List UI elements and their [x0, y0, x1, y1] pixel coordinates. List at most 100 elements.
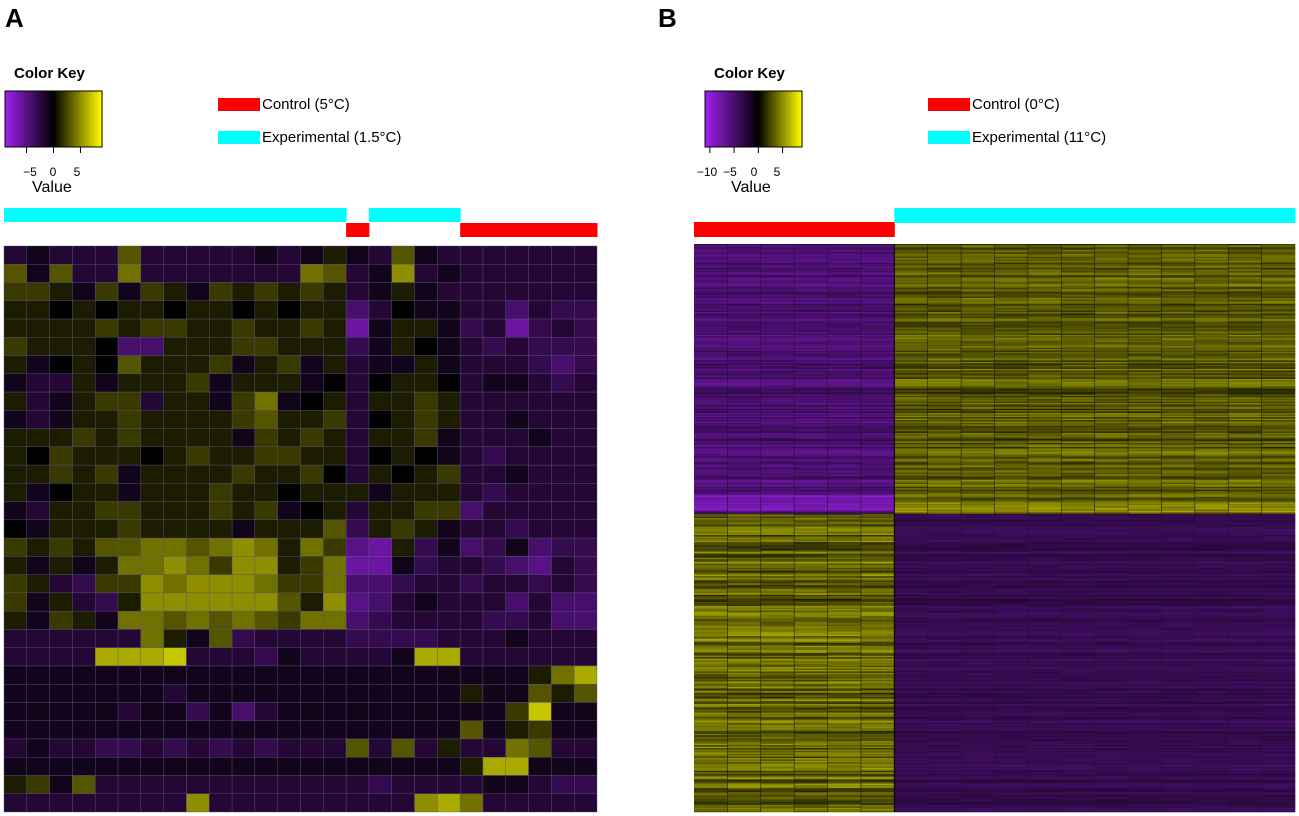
panel-a-heatmap-cell: [391, 519, 415, 539]
panel-b-heatmap-cell: [894, 597, 929, 600]
panel-b-heatmap-cell: [760, 655, 795, 658]
panel-b-heatmap-cell: [860, 741, 895, 743]
panel-b-heatmap-cell: [994, 637, 1029, 640]
panel-b-heatmap-cell: [927, 650, 962, 652]
panel-b-heatmap-cell: [760, 286, 795, 289]
panel-b-heatmap-cell: [961, 316, 995, 319]
panel-b-heatmap-cell: [860, 329, 895, 331]
panel-b-heatmap-cell: [694, 275, 728, 277]
panel-b-heatmap-cell: [894, 665, 929, 668]
panel-b-heatmap-cell: [994, 522, 1029, 525]
panel-a-heatmap-cell: [505, 537, 529, 557]
panel-a-heatmap-cell: [573, 318, 598, 338]
panel-b-heatmap-cell: [727, 806, 762, 809]
panel-b-heatmap-cell: [894, 719, 929, 722]
panel-b-heatmap-cell: [760, 748, 795, 750]
panel-b-heatmap-cell: [727, 552, 762, 554]
panel-b-heatmap-cell: [961, 472, 995, 475]
panel-b-heatmap-cell: [694, 787, 728, 790]
panel-b-heatmap-cell: [894, 763, 929, 766]
panel-a-heatmap-cell: [3, 757, 28, 776]
panel-a-color-key-swatch: [21, 91, 25, 147]
panel-b-heatmap-cell: [927, 381, 962, 384]
panel-b-heatmap-cell: [794, 356, 828, 358]
panel-b-heatmap-cell: [694, 437, 728, 439]
panel-b-heatmap-cell: [994, 780, 1029, 783]
panel-a-heatmap-cell: [186, 683, 210, 703]
panel-b-heatmap-cell: [760, 763, 795, 766]
panel-b-heatmap-cell: [794, 556, 828, 559]
panel-a-heatmap-cell: [323, 410, 347, 429]
panel-b-heatmap-cell: [894, 434, 929, 436]
panel-b-heatmap-cell: [760, 326, 795, 329]
panel-b-heatmap-cell: [961, 759, 995, 762]
panel-a-heatmap-cell: [72, 428, 96, 448]
panel-b-heatmap-cell: [827, 354, 862, 357]
panel-b-heatmap-cell: [694, 502, 728, 505]
panel-b-heatmap-cell: [827, 770, 862, 773]
panel-a-heatmap-cell: [277, 574, 301, 594]
panel-b-heatmap-cell: [860, 675, 895, 678]
panel-b-heatmap-cell: [894, 458, 929, 461]
panel-b-heatmap-cell: [860, 303, 895, 306]
panel-b-heatmap-cell: [760, 499, 795, 502]
panel-b-heatmap-cell: [827, 569, 862, 571]
panel-b-heatmap-cell: [927, 569, 962, 571]
panel-b-heatmap-cell: [927, 743, 962, 746]
panel-a-heatmap-cell: [505, 464, 529, 484]
panel-b-heatmap-cell: [927, 806, 962, 809]
panel-b-heatmap-cell: [760, 479, 795, 482]
panel-a-heatmap-cell: [437, 683, 461, 703]
panel-b-heatmap-cell: [694, 442, 728, 445]
panel-b-heatmap-cell: [727, 273, 762, 276]
panel-a-heatmap-cell: [573, 757, 598, 776]
panel-b-heatmap-cell: [927, 580, 962, 583]
panel-a-color-key-swatch: [48, 91, 52, 147]
panel-b-heatmap-cell: [860, 790, 895, 793]
panel-b-heatmap-cell: [994, 797, 1029, 800]
panel-b-heatmap-cell: [994, 807, 1029, 810]
panel-b-heatmap-cell: [794, 806, 828, 809]
panel-b-heatmap-cell: [860, 253, 895, 256]
panel-a-heatmap-cell: [140, 355, 164, 375]
panel-b-heatmap-cell: [994, 789, 1029, 791]
panel-b-heatmap-cell: [961, 640, 995, 642]
panel-b-heatmap-cell: [961, 802, 995, 804]
panel-b-heatmap-cell: [894, 677, 929, 679]
panel-b-heatmap-cell: [760, 503, 795, 506]
panel-b-heatmap-cell: [927, 570, 962, 573]
panel-b-heatmap-cell: [994, 286, 1029, 289]
panel-b-heatmap-cell: [860, 610, 895, 613]
panel-b-heatmap-cell: [860, 641, 895, 644]
panel-b-heatmap-cell: [694, 679, 728, 682]
panel-b-heatmap-cell: [860, 474, 895, 476]
panel-a-heatmap-cell: [300, 556, 324, 575]
panel-a-heatmap-cell: [117, 757, 142, 776]
panel-b-heatmap-cell: [961, 651, 995, 654]
panel-b-heatmap-cell: [794, 677, 828, 679]
panel-a-heatmap-cell: [209, 610, 233, 630]
panel-a-heatmap-cell: [573, 391, 598, 411]
panel-b-heatmap-cell: [694, 371, 728, 374]
panel-b-heatmap-cell: [694, 758, 728, 760]
panel-b-heatmap-cell: [794, 297, 828, 300]
panel-b-heatmap-cell: [994, 464, 1029, 466]
panel-b-heatmap-cell: [961, 794, 995, 797]
panel-b-heatmap-cell: [827, 353, 862, 356]
panel-b-heatmap-cell: [760, 483, 795, 486]
panel-b-heatmap-cell: [827, 509, 862, 512]
panel-a-heatmap-cell: [414, 592, 438, 612]
panel-b-heatmap-cell: [860, 292, 895, 294]
panel-b-heatmap-cell: [994, 381, 1029, 384]
panel-a-heatmap-cell: [551, 556, 575, 575]
panel-b-heatmap-cell: [894, 650, 929, 652]
panel-b-heatmap-cell: [694, 696, 728, 699]
panel-b-heatmap-cell: [860, 363, 895, 365]
panel-b-heatmap-cell: [894, 599, 929, 601]
panel-b-heatmap-cell: [994, 310, 1029, 313]
panel-a-heatmap-cell: [186, 245, 210, 265]
panel-b-heatmap-cell: [860, 488, 895, 490]
panel-b-heatmap-cell: [827, 661, 862, 664]
panel-b-heatmap-cell: [860, 804, 895, 807]
panel-b-heatmap-cell: [727, 448, 762, 451]
